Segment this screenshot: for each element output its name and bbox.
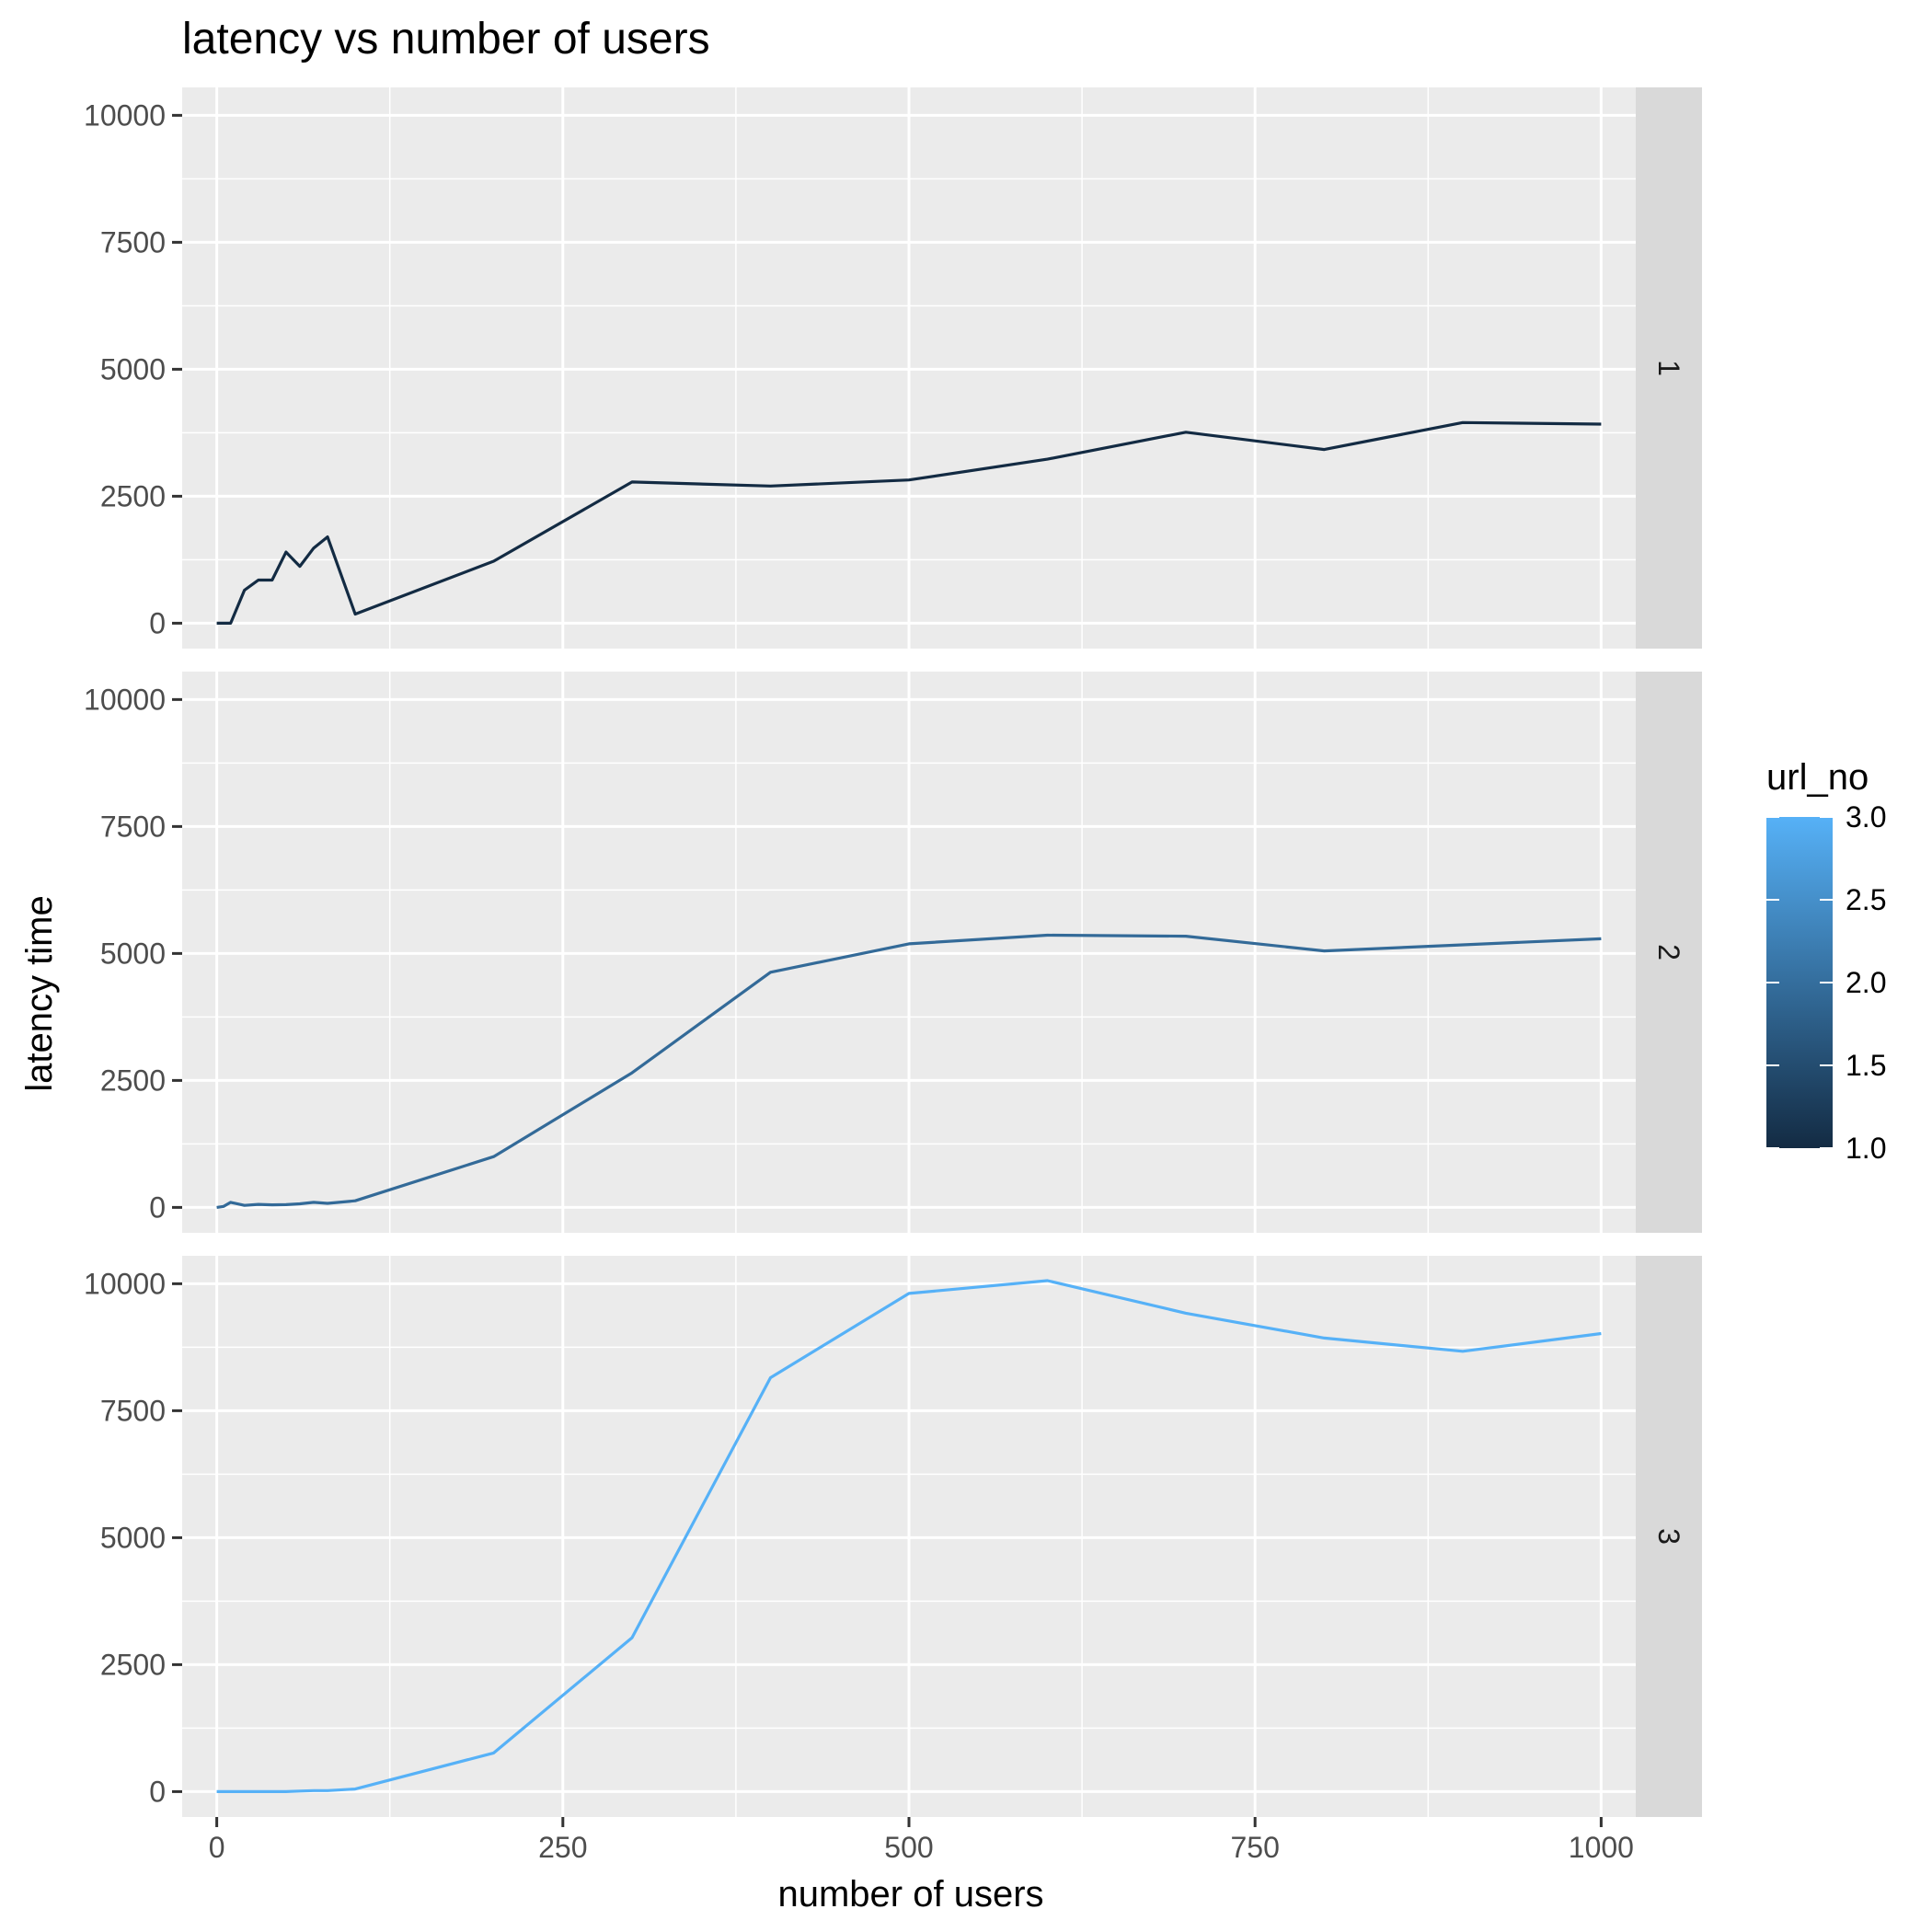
colorbar-ticks: 1.0 1.5 2.0 2.5 3.0 (1766, 800, 1886, 1165)
facet-strip-label: 2 (1652, 944, 1685, 960)
facet-panel-1: 0 2500 5000 7500 10000 1 (84, 87, 1702, 649)
colorbar-tick-label: 1.5 (1846, 1049, 1886, 1082)
facet-strip-label: 1 (1652, 360, 1685, 376)
colorbar-tick-label: 1.0 (1846, 1132, 1886, 1165)
facet-panel-3: 0 2500 5000 7500 10000 3 0 250 500 750 1000 (84, 1256, 1702, 1864)
legend-title: url_no (1766, 757, 1869, 798)
colorbar-tick-label: 3.0 (1846, 800, 1886, 834)
series-line-2 (216, 933, 1602, 1209)
legend-colorbar: url_no 1.0 1.5 2.0 2.5 3.0 (1766, 757, 1886, 1165)
facet-strip (1636, 87, 1702, 649)
y-tick-label: 2500 (100, 1064, 166, 1097)
y-tick-label: 2500 (100, 1648, 166, 1681)
series-line-3 (216, 1279, 1602, 1794)
y-tick-label: 0 (149, 1775, 166, 1808)
colorbar-tick-label: 2.5 (1846, 883, 1886, 916)
facet-strip (1636, 672, 1702, 1233)
y-tick-label: 7500 (100, 225, 166, 259)
y-tick-label: 2500 (100, 479, 166, 512)
facet-strip (1636, 1256, 1702, 1817)
facet-panels: 0250050007500100001025005000750010000202… (84, 87, 1702, 1864)
y-tick-label: 7500 (100, 810, 166, 843)
series-line-1 (216, 420, 1602, 626)
y-tick-label: 10000 (84, 98, 166, 132)
facet-strip-label: 3 (1652, 1528, 1685, 1545)
x-tick-label: 1000 (1569, 1831, 1634, 1864)
x-axis-title: number of users (777, 1874, 1043, 1915)
y-tick-label: 7500 (100, 1394, 166, 1427)
y-tick-label: 10000 (84, 683, 166, 716)
x-tick-label: 500 (884, 1831, 933, 1864)
y-tick-label: 0 (149, 1190, 166, 1224)
x-tick-label: 0 (209, 1831, 225, 1864)
y-tick-label: 0 (149, 606, 166, 639)
y-tick-label: 5000 (100, 352, 166, 385)
facet-panel-2: 0 2500 5000 7500 10000 2 (84, 672, 1702, 1233)
y-tick-label: 5000 (100, 937, 166, 970)
y-tick-label: 5000 (100, 1521, 166, 1554)
x-tick-label: 750 (1230, 1831, 1279, 1864)
y-axis-title: latency time (19, 895, 60, 1091)
x-tick-label: 250 (538, 1831, 587, 1864)
colorbar-tick-label: 2.0 (1846, 966, 1886, 999)
y-tick-label: 10000 (84, 1267, 166, 1300)
chart-title: latency vs number of users (182, 15, 710, 63)
